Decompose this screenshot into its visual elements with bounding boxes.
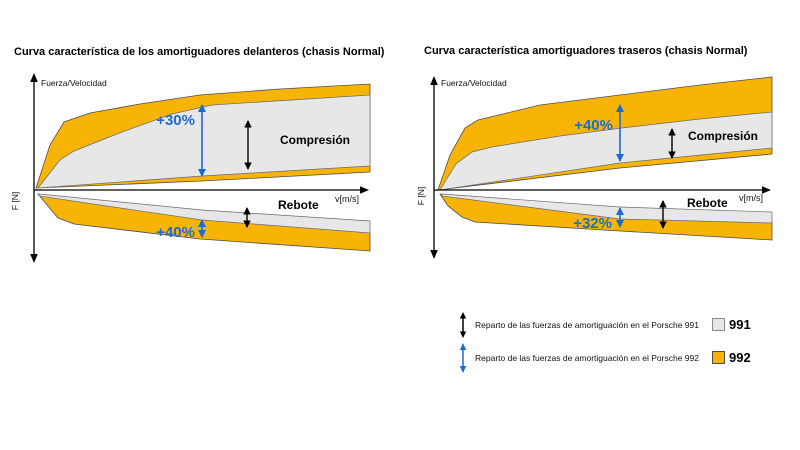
rear-x-axis-right-arrow-icon — [762, 186, 771, 194]
rear-compression-label: Compresión — [688, 129, 758, 143]
legend-key-992: 992 — [729, 350, 751, 365]
rear-y-axis-label: Fuerza/Velocidad — [441, 78, 507, 88]
rear-dampers-chart-title: Curva característica amortiguadores tras… — [424, 45, 748, 57]
rear-x-axis — [434, 186, 771, 194]
front-force-unit-label: F [N] — [10, 192, 20, 210]
rear-rebound-label: Rebote — [687, 196, 728, 210]
front-y-axis — [30, 73, 38, 263]
front-x-axis-right-arrow-icon — [360, 186, 369, 194]
rear-force-unit-label: F [N] — [416, 187, 426, 205]
legend-swatch-991 — [712, 318, 725, 331]
rear-dampers-chart: Fuerza/Velocidad F [N] v[m/s] +40% Compr… — [416, 76, 773, 259]
front-y-axis-down-arrow-icon — [30, 254, 38, 263]
legend-row-992: Reparto de las fuerzas de amortiguación … — [457, 341, 755, 374]
front-compression-label: Compresión — [280, 133, 350, 147]
rear-velocity-unit-label: v[m/s] — [739, 193, 763, 203]
rear-rebound-delta-label: +32% — [573, 215, 612, 232]
front-y-axis-label: Fuerza/Velocidad — [41, 78, 107, 88]
rear-compression-delta-label: +40% — [574, 117, 613, 134]
legend-row-991: Reparto de las fuerzas de amortiguación … — [457, 308, 755, 341]
legend-text-991: Reparto de las fuerzas de amortiguación … — [475, 319, 699, 330]
legend-arrow-992-icon — [459, 342, 467, 373]
front-rebound-band-991 — [38, 193, 371, 234]
front-velocity-unit-label: v[m/s] — [335, 194, 359, 204]
rear-y-axis-down-arrow-icon — [430, 250, 438, 259]
rear-y-axis-up-arrow-icon — [430, 76, 438, 85]
legend-arrow-991-icon — [459, 311, 467, 338]
front-dampers-chart: Fuerza/Velocidad F [N] v[m/s] +30% Compr… — [10, 73, 371, 263]
legend-text-992: Reparto de las fuerzas de amortiguación … — [475, 352, 699, 363]
rear-y-axis — [430, 76, 438, 259]
legend-key-991: 991 — [729, 317, 751, 332]
legend: Reparto de las fuerzas de amortiguación … — [457, 308, 755, 374]
front-rebound-delta-label: +40% — [156, 224, 195, 241]
front-rebound-label: Rebote — [278, 198, 319, 212]
front-x-axis — [34, 186, 369, 194]
legend-swatch-992 — [712, 351, 725, 364]
front-compression-delta-label: +30% — [156, 112, 195, 129]
front-y-axis-up-arrow-icon — [30, 73, 38, 82]
front-dampers-chart-title: Curva característica de los amortiguador… — [14, 46, 385, 58]
